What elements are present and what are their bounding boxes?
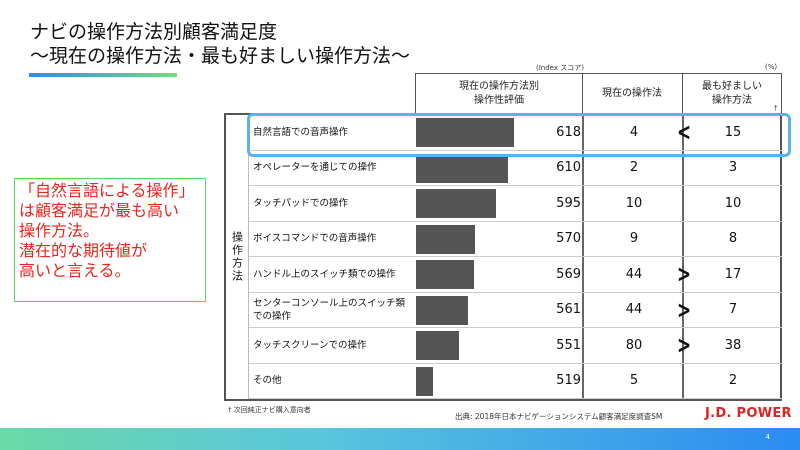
score-value: 561 xyxy=(556,302,581,318)
score-bar xyxy=(416,118,515,147)
page-number: 4 xyxy=(765,433,770,441)
callout-line: 操作方法。 xyxy=(19,221,100,240)
score-unit: (Index スコア) xyxy=(536,64,584,72)
highlight-box xyxy=(247,113,791,157)
header-score: 現在の操作方法別 操作性評価 xyxy=(415,73,583,113)
table-row: タッチスクリーンでの操作 551 80 >38 xyxy=(249,328,782,364)
divider xyxy=(682,115,684,399)
callout-line: 「自然言語による操作」 xyxy=(19,181,195,200)
callout-line: 高いと言える。 xyxy=(19,261,131,280)
current-pct: 44 xyxy=(625,266,643,282)
preferred-pct: 17 xyxy=(724,266,742,282)
source-note: 出典: 2018年日本ナビゲーションシステム顧客満足度調査SM xyxy=(455,412,663,421)
current-pct: 2 xyxy=(629,160,639,176)
header-current: 現在の操作法 xyxy=(582,73,683,113)
score-value: 595 xyxy=(556,195,581,211)
current-pct: 10 xyxy=(625,195,643,211)
footnote: † 次回純正ナビ購入意向者 xyxy=(228,406,311,414)
callout-line: は顧客満足が最も高い xyxy=(19,201,180,220)
score-value: 618 xyxy=(556,124,581,140)
row-name: タッチパッドでの操作 xyxy=(253,197,349,209)
table-row: 自然言語での音声操作 618 4 <15 xyxy=(249,115,782,151)
footer-bar xyxy=(0,428,800,450)
preferred-pct: 3 xyxy=(728,160,738,176)
preferred-pct: 10 xyxy=(724,195,742,211)
score-bar xyxy=(416,260,475,289)
preferred-pct: 15 xyxy=(724,124,742,140)
current-pct: 9 xyxy=(629,231,639,247)
table-row: タッチパッドでの操作 595 10 10 xyxy=(249,186,782,222)
title-underline xyxy=(29,73,177,77)
row-name: ハンドル上のスイッチ類での操作 xyxy=(253,268,396,280)
preferred-pct: 38 xyxy=(724,337,742,353)
current-pct: 4 xyxy=(629,124,639,140)
row-name: センターコンソール上のスイッチ類での操作 xyxy=(253,297,406,322)
row-name: ボイスコマンドでの音声操作 xyxy=(253,233,377,245)
callout-box: 「自然言語による操作」 は顧客満足が最も高い 操作方法。 潜在的な期待値が 高い… xyxy=(14,178,206,302)
compare-sign: > xyxy=(677,260,692,288)
current-pct: 44 xyxy=(625,302,643,318)
slide-title: ナビの操作方法別顧客満足度 〜現在の操作方法・最も好ましい操作方法〜 xyxy=(30,20,410,68)
compare-sign: > xyxy=(677,331,692,359)
score-bar xyxy=(416,189,496,218)
score-value: 610 xyxy=(556,160,581,176)
preferred-pct: 2 xyxy=(728,373,738,389)
row-name: オペレーターを通じての操作 xyxy=(253,162,377,174)
score-bar xyxy=(416,331,460,360)
data-table: 操作方法 自然言語での音声操作 618 4 <15 オペレーターを通じての操作 610 2 3… xyxy=(224,113,782,401)
score-value: 570 xyxy=(556,231,581,247)
score-bar xyxy=(416,153,508,183)
score-value: 519 xyxy=(556,373,581,389)
header-preferred: 最も好ましい 操作方法 xyxy=(682,73,782,113)
divider xyxy=(582,115,584,399)
score-bar xyxy=(416,366,434,396)
row-group-label: 操作方法 xyxy=(226,115,249,399)
jd-power-logo: J.D. POWER xyxy=(705,406,792,421)
table-row: その他 519 5 2 xyxy=(249,364,782,399)
score-bar xyxy=(416,295,468,325)
preferred-pct: 7 xyxy=(728,302,738,318)
callout-line: 潜在的な期待値が xyxy=(19,241,148,260)
pct-unit: (%) xyxy=(765,63,778,71)
score-value: 569 xyxy=(556,266,581,282)
table-row: オペレーターを通じての操作 610 2 3 xyxy=(249,151,782,186)
table-row: ハンドル上のスイッチ類での操作 569 44 >17 xyxy=(249,257,782,293)
score-value: 551 xyxy=(556,337,581,353)
current-pct: 5 xyxy=(629,373,639,389)
row-name: その他 xyxy=(253,375,282,387)
preferred-dagger: † xyxy=(774,104,778,112)
compare-sign: > xyxy=(677,295,692,324)
row-name: 自然言語での音声操作 xyxy=(253,126,349,138)
score-bar xyxy=(416,224,476,254)
title-line-1: ナビの操作方法別顧客満足度 xyxy=(30,21,278,43)
table-row: センターコンソール上のスイッチ類での操作 561 44 >7 xyxy=(249,293,782,328)
title-line-2: 〜現在の操作方法・最も好ましい操作方法〜 xyxy=(30,45,411,67)
preferred-pct: 8 xyxy=(728,231,738,247)
table-row: ボイスコマンドでの音声操作 570 9 8 xyxy=(249,222,782,257)
row-name: タッチスクリーンでの操作 xyxy=(253,339,367,351)
current-pct: 80 xyxy=(625,337,643,353)
compare-sign: < xyxy=(677,118,692,146)
